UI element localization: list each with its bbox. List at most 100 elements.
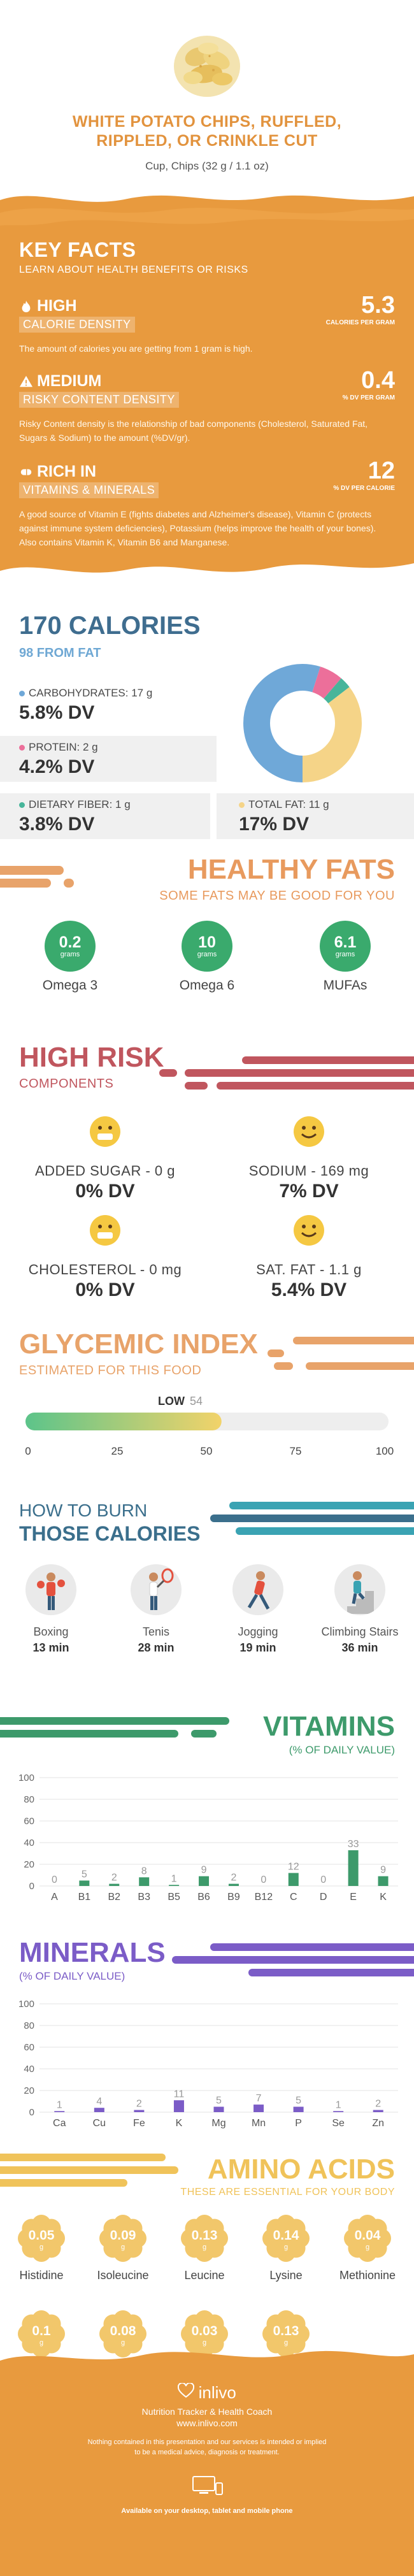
smile-face-icon bbox=[294, 1215, 324, 1246]
glycemic-title: GLYCEMIC INDEX bbox=[19, 1328, 258, 1360]
glycemic-fill bbox=[25, 1413, 222, 1430]
bar-B6 bbox=[199, 1876, 210, 1886]
fiber-label-row: DIETARY FIBER: 1 g bbox=[19, 798, 210, 811]
grin-face-icon bbox=[90, 1116, 120, 1147]
healthy-fats-title: HEALTHY FATS bbox=[187, 854, 395, 885]
amino-badge: 0.03 g bbox=[180, 2310, 229, 2358]
x-tick-label: A bbox=[51, 1892, 58, 1903]
protein-box: PROTEIN: 2 g 4.2% DV bbox=[0, 736, 217, 782]
x-tick-label: B2 bbox=[108, 1892, 121, 1903]
amino-subtitle: THESE ARE ESSENTIAL FOR YOUR BODY bbox=[180, 2187, 395, 2198]
high-risk-section: HIGH RISK COMPONENTS ADDED SUGAR - 0 g 0… bbox=[0, 1039, 414, 1313]
bar-B1 bbox=[79, 1880, 90, 1886]
protein-label: PROTEIN: 2 g bbox=[29, 741, 98, 753]
y-tick-label: 20 bbox=[24, 1859, 34, 1870]
x-tick-label: E bbox=[350, 1892, 357, 1903]
amino-value: 0.08 bbox=[110, 2324, 136, 2338]
fact-number: 12 % DV PER CALORIE bbox=[333, 457, 395, 492]
jogging-icon bbox=[232, 1564, 283, 1615]
burn-jogging: Jogging 19 min bbox=[210, 1564, 306, 1655]
protein-label-row: PROTEIN: 2 g bbox=[19, 741, 217, 754]
fat-label-row: TOTAL FAT: 11 g bbox=[239, 798, 414, 811]
fact-calorie-density: HIGH CALORIE DENSITY 5.3 CALORIES PER GR… bbox=[19, 292, 395, 356]
fat-value: 6.1 bbox=[334, 933, 357, 951]
bar-K bbox=[173, 2100, 184, 2112]
amino-value: 0.09 bbox=[110, 2228, 136, 2243]
flower-badge-icon bbox=[262, 2215, 310, 2262]
glycemic-ticks: 0 25 50 75 100 bbox=[25, 1445, 394, 1457]
bar-value-label: 2 bbox=[136, 2099, 142, 2110]
bar-value-label: 5 bbox=[296, 2096, 301, 2106]
x-tick-label: P bbox=[295, 2118, 302, 2129]
stairs-icon bbox=[334, 1564, 385, 1615]
amino-value: 0.13 bbox=[273, 2324, 299, 2338]
fact-tag: VITAMINS & MINERALS bbox=[19, 482, 159, 498]
amino-badge: 0.05 g bbox=[17, 2214, 66, 2263]
amino-badge: 0.09 g bbox=[99, 2214, 147, 2263]
amino-name: Leucine bbox=[184, 2269, 225, 2282]
risk-label: ADDED SUGAR - 0 g bbox=[35, 1163, 175, 1179]
amino-acid-item: 0.13 g Leucine bbox=[166, 2214, 243, 2282]
fact-description: Risky Content density is the relationshi… bbox=[19, 419, 368, 443]
fact-tag: RISKY CONTENT DENSITY bbox=[19, 392, 179, 408]
footer-url[interactable]: www.inlivo.com bbox=[176, 2418, 238, 2428]
bar-value-label: 5 bbox=[216, 2096, 222, 2106]
amino-badge: 0.1 g bbox=[17, 2310, 66, 2358]
fat-name: Omega 3 bbox=[42, 978, 98, 993]
amino-unit: g bbox=[39, 2243, 44, 2251]
healthy-fat-omega3: 0.2 grams Omega 3 bbox=[29, 921, 111, 993]
amino-unit: g bbox=[202, 2243, 207, 2251]
fact-level-text: RICH IN bbox=[37, 463, 97, 480]
bar-B2 bbox=[109, 1883, 120, 1886]
healthy-fats-section: HEALTHY FATS SOME FATS MAY BE GOOD FOR Y… bbox=[0, 851, 414, 1016]
calories-from-fat: 98 FROM FAT bbox=[19, 646, 101, 660]
amino-badge: 0.13 g bbox=[180, 2214, 229, 2263]
fact-unit: % DV PER GRAM bbox=[342, 394, 395, 401]
fact-level-text: MEDIUM bbox=[37, 372, 102, 390]
fiber-box: DIETARY FIBER: 1 g 3.8% DV bbox=[0, 793, 210, 839]
burn-time: 19 min bbox=[239, 1641, 276, 1654]
bar-Fe bbox=[134, 2110, 145, 2112]
y-tick-label: 100 bbox=[18, 1773, 34, 1783]
carbs-box: CARBOHYDRATES: 17 g 5.8% DV bbox=[0, 682, 217, 728]
risk-dv: 0% DV bbox=[75, 1279, 135, 1300]
fat-box: TOTAL FAT: 11 g 17% DV bbox=[217, 793, 414, 839]
bar-E bbox=[348, 1850, 359, 1886]
amino-name: Lysine bbox=[269, 2269, 303, 2282]
glycemic-tick-label: 25 bbox=[111, 1445, 124, 1457]
vitamins-section: VITAMINS (% OF DAILY VALUE) 0 20 40 60 80 100… bbox=[0, 1711, 414, 1915]
burn-name: Climbing Stairs bbox=[321, 1625, 399, 1638]
protein-dv: 4.2% DV bbox=[19, 756, 95, 777]
calories-title: 170 CALORIES bbox=[19, 612, 201, 640]
fact-description: A good source of Vitamin E (fights diabe… bbox=[19, 509, 376, 547]
bar-Mg bbox=[213, 2106, 224, 2112]
x-tick-label: Fe bbox=[133, 2118, 145, 2129]
flower-badge-icon bbox=[99, 2215, 146, 2262]
bar-value-label: 2 bbox=[375, 2099, 381, 2110]
fact-number: 0.4 % DV PER GRAM bbox=[343, 367, 395, 401]
fact-unit: % DV PER CALORIE bbox=[333, 485, 395, 492]
amino-unit: g bbox=[365, 2243, 370, 2251]
risk-label: SODIUM - 169 mg bbox=[248, 1163, 369, 1179]
minerals-section: MINERALS (% OF DAILY VALUE) 0 20 40 60 80 100… bbox=[0, 1937, 414, 2141]
risk-cholesterol: CHOLESTEROL - 0 mg 0% DV bbox=[10, 1214, 201, 1301]
bar-value-label: 0 bbox=[320, 1874, 326, 1885]
minerals-title: MINERALS bbox=[19, 1937, 166, 1968]
burn-section: HOW TO BURN THOSE CALORIES Boxing 13 min… bbox=[0, 1500, 414, 1704]
amino-value: 0.04 bbox=[354, 2228, 381, 2243]
heart-icon bbox=[178, 2382, 195, 2398]
risk-dv: 7% DV bbox=[279, 1181, 339, 1202]
bar-value-label: 5 bbox=[82, 1869, 87, 1880]
x-tick-label: Zn bbox=[372, 2118, 384, 2129]
vitamins-bar-chart: 0204060801000A5B12B28B31B59B62B90B1212C0… bbox=[18, 1773, 398, 1903]
bar-value-label: 4 bbox=[96, 2096, 102, 2107]
glycemic-gauge: LOW 54 0 25 50 75 100 bbox=[25, 1395, 394, 1457]
fat-unit: grams bbox=[197, 951, 217, 958]
glycemic-tick-label: 75 bbox=[290, 1445, 302, 1457]
amino-badge: 0.04 g bbox=[343, 2214, 392, 2263]
boxing-icon bbox=[25, 1564, 76, 1615]
burn-boxing: Boxing 13 min bbox=[3, 1564, 99, 1655]
flower-badge-icon bbox=[262, 2310, 310, 2357]
x-tick-label: Ca bbox=[53, 2118, 66, 2129]
risk-sat-fat: SAT. FAT - 1.1 g 5.4% DV bbox=[213, 1214, 404, 1301]
